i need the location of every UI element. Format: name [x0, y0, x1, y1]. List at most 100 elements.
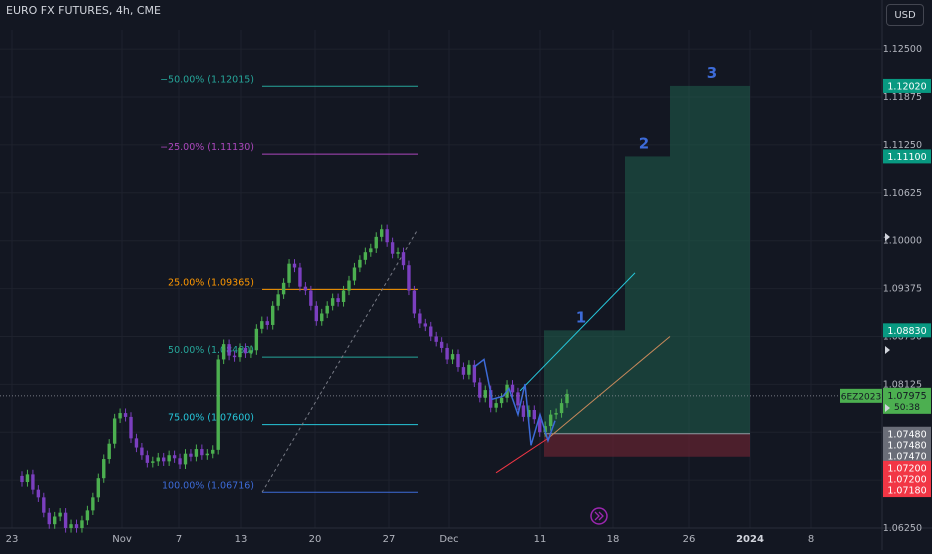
fib-level-label: −50.00% (1.12015)	[160, 74, 254, 85]
candle-body	[489, 390, 493, 408]
candle-body	[74, 524, 79, 528]
candle-body	[320, 313, 324, 322]
candle-body	[140, 447, 144, 456]
candle-body	[145, 455, 150, 463]
channel-red-line[interactable]	[495, 437, 549, 474]
candle-body	[510, 384, 515, 393]
price-badge	[883, 437, 931, 452]
candle-body	[172, 455, 177, 459]
stop-zone-2[interactable]	[625, 433, 670, 457]
candle-body	[314, 305, 318, 322]
current-price-badge	[883, 387, 931, 414]
contract-label: 6EZ2023	[841, 392, 881, 402]
candle-body	[385, 229, 389, 243]
axis-arrow-icon[interactable]	[885, 404, 890, 412]
fib-level-label: 100.00% (1.06716)	[162, 480, 254, 491]
candle-body	[183, 453, 188, 465]
price-badge	[883, 460, 931, 475]
candle-body	[554, 413, 558, 415]
candle-body	[330, 298, 335, 306]
candle-body	[521, 405, 526, 417]
candle-body	[227, 344, 231, 356]
candle-body	[483, 390, 487, 398]
price-badge	[883, 323, 931, 338]
price-badge-label: 1.07470	[887, 451, 926, 462]
channel-upper-line[interactable]	[519, 272, 636, 392]
fib-level-label: −25.00% (1.11130)	[160, 142, 254, 153]
x-tick-label: 20	[309, 534, 322, 545]
x-tick-label: 26	[683, 534, 696, 545]
candle-body	[516, 392, 520, 406]
scroll-realtime-button[interactable]	[590, 507, 608, 525]
y-tick-label: 1.09375	[883, 284, 922, 295]
x-tick-label: 27	[383, 534, 396, 545]
candle-body	[565, 393, 569, 404]
fib-level-label: 75.00% (1.07600)	[168, 413, 254, 424]
candle-body	[396, 252, 400, 254]
x-tick-label: 11	[534, 534, 547, 545]
candle-body	[96, 478, 100, 498]
candle-body	[548, 414, 553, 427]
stop-zone-1[interactable]	[544, 433, 625, 457]
candle-body	[429, 326, 433, 337]
fib-level-label: 50.00% (1.08480)	[168, 345, 254, 356]
candle-body	[118, 413, 122, 419]
candle-body	[434, 336, 438, 342]
candle-body	[461, 367, 466, 375]
candle-body	[325, 305, 329, 314]
price-badge-label: 1.12020	[887, 81, 926, 92]
candle-body	[380, 229, 384, 237]
candle-body	[467, 364, 471, 375]
candle-body	[538, 419, 542, 433]
candle-body	[309, 290, 313, 306]
price-badge	[883, 78, 931, 93]
channel-lower-line[interactable]	[547, 336, 671, 439]
y-tick-label: 1.12500	[883, 44, 922, 55]
symbol-title: EURO FX FUTURES, 4h, CME	[6, 4, 161, 17]
candle-body	[472, 364, 477, 383]
candle-body	[423, 323, 427, 327]
candle-body	[162, 457, 166, 462]
target-zone-1[interactable]	[544, 330, 625, 434]
candle-body	[265, 321, 269, 325]
candle-body	[292, 263, 297, 268]
axis-arrow-icon[interactable]	[885, 233, 890, 241]
candle-body	[352, 267, 357, 281]
candle-body	[276, 294, 280, 306]
candle-body	[194, 449, 199, 457]
x-tick-label: 18	[607, 534, 620, 545]
target-zone-2[interactable]	[625, 156, 670, 434]
candle-body	[20, 475, 24, 483]
candle-body	[167, 455, 171, 462]
price-badge	[883, 448, 931, 463]
candle-body	[80, 520, 84, 528]
candle-body	[363, 252, 368, 260]
candle-body	[341, 290, 346, 302]
price-badge	[883, 483, 931, 498]
fib-trend-line[interactable]	[261, 228, 419, 493]
candle-body	[232, 355, 237, 358]
target-zone-3[interactable]	[670, 85, 750, 434]
wave-pattern[interactable]	[473, 358, 556, 446]
candle-body	[347, 280, 351, 291]
candle-body	[478, 382, 482, 398]
candle-body	[450, 354, 455, 360]
candle-body	[211, 449, 215, 454]
currency-selector[interactable]: USD	[886, 4, 924, 26]
candle-body	[336, 298, 340, 302]
candle-body	[69, 524, 73, 528]
price-badge-label: 1.07480	[887, 429, 926, 440]
x-tick-label: 13	[235, 534, 248, 545]
candle-body	[303, 286, 308, 291]
target-label-3: 3	[707, 64, 717, 82]
axis-arrow-icon[interactable]	[885, 346, 890, 354]
target-label-2: 2	[639, 134, 649, 152]
candle-body	[221, 344, 226, 360]
stop-zone-3[interactable]	[670, 433, 750, 457]
candle-body	[205, 453, 209, 456]
candle-body	[281, 282, 286, 295]
candle-body	[456, 354, 460, 368]
x-tick-label: Dec	[439, 534, 458, 545]
